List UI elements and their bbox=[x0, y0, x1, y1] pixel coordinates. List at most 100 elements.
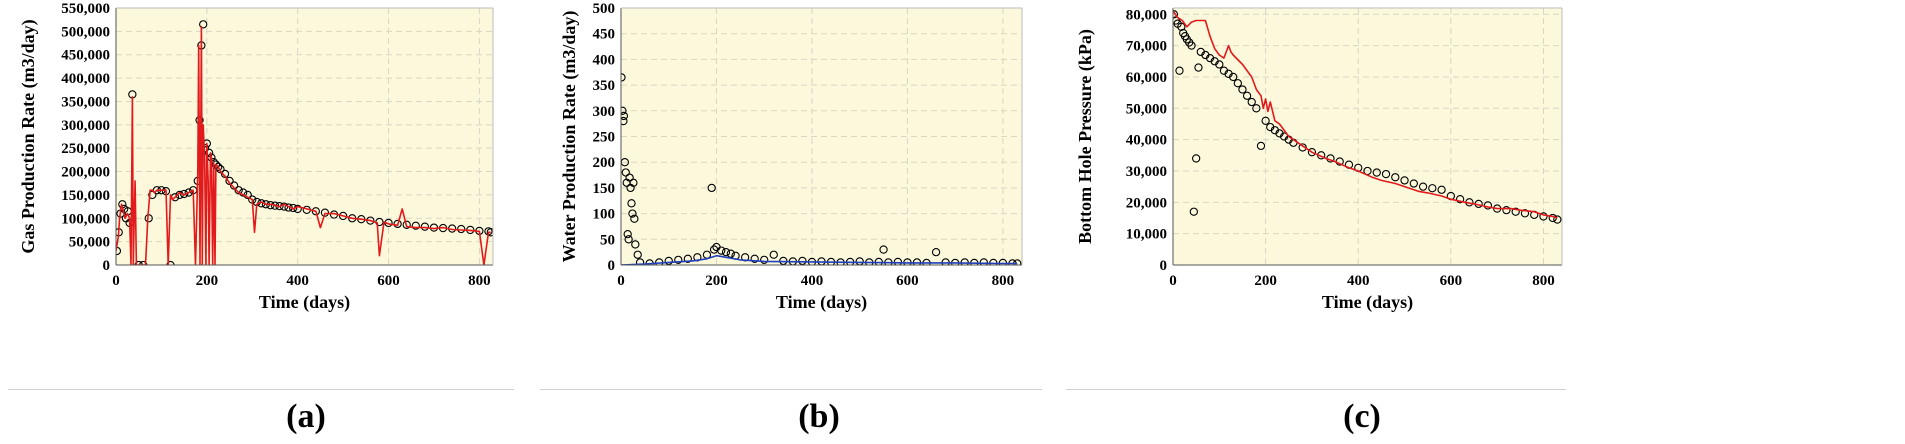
y-axis-label: Water Production Rate (m3/day) bbox=[559, 11, 580, 263]
x-tick-label: 400 bbox=[1347, 273, 1370, 289]
chart-panel-c: 0 200 400 600 800 0 10,000 20,000 30,000 40,000 50… bbox=[1066, 0, 1666, 444]
chart-panel-a: 0 200 400 600 800 0 50,000 100,000 150,000 200,00… bbox=[0, 0, 600, 444]
y-tick-label: 0 bbox=[608, 258, 616, 274]
observed-point bbox=[633, 250, 642, 259]
y-tick-label: 250 bbox=[593, 130, 616, 146]
observed-point bbox=[1511, 207, 1520, 216]
x-tick-label: 0 bbox=[617, 273, 625, 289]
caption-b: (b) bbox=[798, 398, 840, 435]
observed-point bbox=[1194, 63, 1203, 72]
x-tick-label: 0 bbox=[1169, 273, 1177, 289]
x-tick-label: 0 bbox=[112, 273, 120, 289]
observed-point bbox=[284, 203, 293, 212]
observed-point bbox=[1520, 209, 1530, 218]
observed-point bbox=[288, 203, 298, 213]
simulated-line bbox=[621, 254, 1018, 265]
observed-point bbox=[623, 230, 632, 239]
simulated-line bbox=[1173, 10, 1558, 219]
observed-point bbox=[893, 257, 903, 265]
water-production-chart: 0 200 400 600 800 0 50 100 150 200 250 300 350 400 450… bbox=[559, 1, 1023, 313]
observed-point bbox=[1252, 104, 1261, 113]
observed-point bbox=[214, 162, 223, 172]
x-axis-label: Time (days) bbox=[1322, 292, 1413, 313]
y-tick-label: 200 bbox=[593, 155, 616, 171]
observed-point bbox=[216, 165, 225, 174]
y-axis-label: Gas Production Rate (m3/day) bbox=[18, 19, 39, 253]
separator-a bbox=[8, 389, 514, 390]
gas-production-chart: 0 200 400 600 800 0 50,000 100,000 150,000 200,00… bbox=[18, 1, 494, 313]
y-tick-label: 450 bbox=[593, 27, 616, 43]
y-tick-label: 100,000 bbox=[61, 211, 110, 227]
x-tick-label: 800 bbox=[992, 273, 1015, 289]
y-tick-label: 150 bbox=[593, 181, 616, 197]
observed-point bbox=[1238, 85, 1247, 94]
y-tick-label: 20,000 bbox=[1126, 195, 1167, 211]
observed-point bbox=[1192, 154, 1201, 163]
plot-area bbox=[116, 8, 493, 265]
x-tick-label: 200 bbox=[1254, 273, 1277, 289]
x-tick-label: 400 bbox=[801, 273, 824, 289]
observed-point bbox=[726, 249, 735, 258]
y-tick-label: 300,000 bbox=[61, 118, 110, 134]
observed-point bbox=[1418, 182, 1428, 191]
y-tick-label: 60,000 bbox=[1126, 70, 1167, 86]
observed-point bbox=[1307, 148, 1317, 157]
observed-point bbox=[320, 208, 330, 217]
observed-point bbox=[631, 240, 640, 249]
observed-point bbox=[1189, 207, 1198, 216]
y-tick-label: 150,000 bbox=[61, 188, 110, 204]
observed-point bbox=[635, 258, 645, 265]
observed-point bbox=[1381, 169, 1391, 179]
chart-panel-b: 0 200 400 600 800 0 50 100 150 200 250 300 350 400 450… bbox=[540, 0, 1140, 444]
y-tick-label: 10,000 bbox=[1126, 227, 1167, 243]
observed-point bbox=[769, 250, 778, 259]
observed-point bbox=[798, 256, 807, 265]
observed-point bbox=[338, 211, 348, 221]
y-tick-label: 0 bbox=[1160, 258, 1168, 274]
x-tick-label: 600 bbox=[896, 273, 919, 289]
observed-point bbox=[184, 188, 193, 197]
plot-area bbox=[1173, 8, 1562, 265]
y-tick-label: 250,000 bbox=[61, 141, 110, 157]
observed-point bbox=[1455, 195, 1465, 204]
x-tick-label: 600 bbox=[1440, 273, 1463, 289]
observed-point bbox=[1256, 141, 1266, 151]
observed-point bbox=[1175, 66, 1184, 75]
observed-point bbox=[1229, 72, 1238, 82]
observed-point bbox=[628, 209, 637, 218]
observed-point bbox=[411, 221, 420, 230]
observed-point bbox=[760, 255, 769, 265]
observed-point bbox=[717, 246, 726, 255]
observed-point bbox=[1233, 79, 1242, 88]
x-tick-label: 800 bbox=[468, 273, 491, 289]
observed-point bbox=[621, 106, 627, 115]
observed-point bbox=[1215, 60, 1224, 69]
observed-point bbox=[855, 257, 864, 265]
observed-point bbox=[674, 255, 683, 265]
y-tick-label: 0 bbox=[103, 258, 111, 274]
observed-point bbox=[1247, 97, 1256, 107]
bottom-hole-pressure-chart: 0 200 400 600 800 0 10,000 20,000 30,000 40,000 50… bbox=[1075, 7, 1563, 313]
caption-a: (a) bbox=[286, 398, 326, 435]
observed-point bbox=[234, 186, 243, 195]
y-tick-label: 500 bbox=[593, 1, 616, 17]
observed-point bbox=[486, 228, 493, 237]
observed-point bbox=[229, 181, 239, 190]
observed-point bbox=[1539, 212, 1548, 221]
y-tick-label: 50,000 bbox=[1126, 101, 1167, 117]
observed-point bbox=[1391, 173, 1400, 182]
y-tick-label: 350 bbox=[593, 78, 616, 94]
observed-point bbox=[1409, 179, 1418, 188]
observed-point bbox=[624, 235, 633, 244]
separator-b bbox=[540, 389, 1042, 390]
observed-point bbox=[199, 20, 208, 29]
y-tick-label: 30,000 bbox=[1126, 164, 1167, 180]
y-tick-label: 50 bbox=[600, 232, 615, 248]
observed-point bbox=[750, 254, 759, 263]
observed-point bbox=[1502, 206, 1511, 215]
observed-point bbox=[879, 245, 888, 254]
observed-point bbox=[1261, 116, 1270, 125]
observed-point bbox=[1400, 176, 1409, 185]
y-tick-label: 500,000 bbox=[61, 24, 110, 40]
y-tick-label: 400 bbox=[593, 52, 616, 68]
